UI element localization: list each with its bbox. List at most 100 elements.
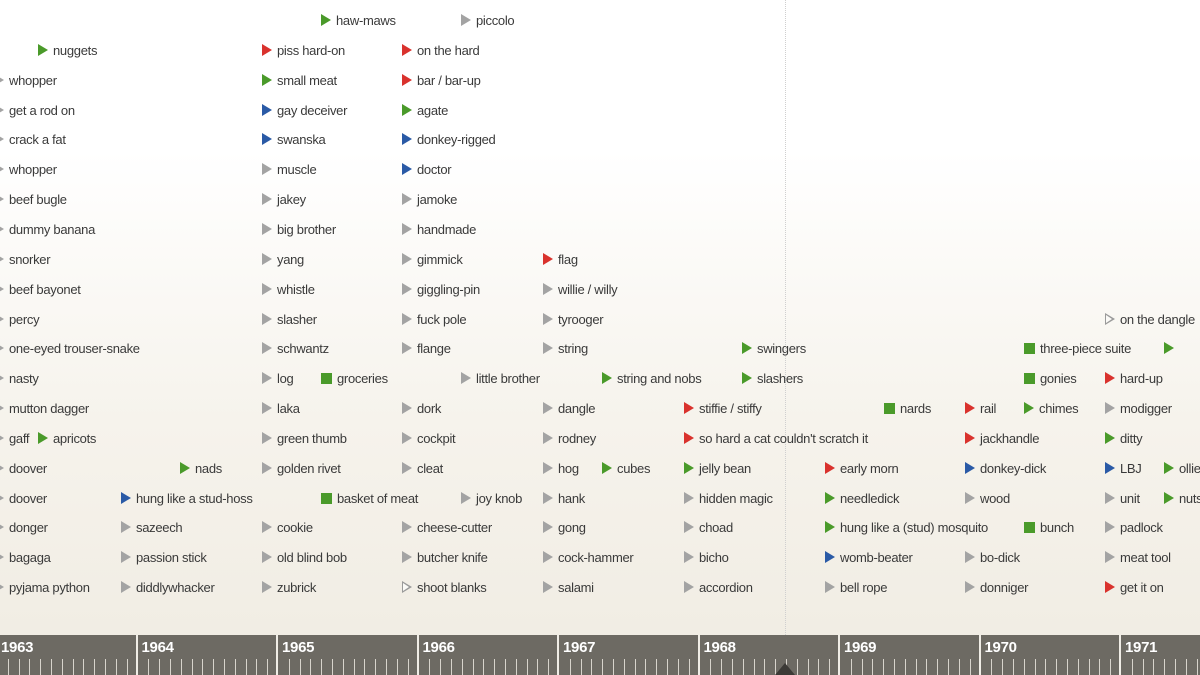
- slang-term[interactable]: donkey-dick: [965, 460, 1046, 478]
- slang-term[interactable]: gay deceiver: [262, 102, 347, 120]
- slang-term[interactable]: beef bugle: [0, 191, 67, 209]
- slang-term[interactable]: slasher: [262, 311, 317, 329]
- slang-term[interactable]: hung like a stud-hoss: [121, 490, 253, 508]
- slang-term[interactable]: bicho: [684, 549, 729, 567]
- slang-term[interactable]: cockpit: [402, 430, 456, 448]
- slang-term[interactable]: little brother: [461, 370, 540, 388]
- slang-term[interactable]: butcher knife: [402, 549, 488, 567]
- slang-term[interactable]: flange: [402, 340, 451, 358]
- slang-term[interactable]: whopper: [0, 161, 57, 179]
- slang-term[interactable]: jelly bean: [684, 460, 751, 478]
- slang-term[interactable]: dork: [402, 400, 441, 418]
- slang-term[interactable]: doover: [0, 490, 47, 508]
- slang-term[interactable]: gong: [543, 519, 586, 537]
- slang-term[interactable]: one-eyed trouser-snake: [0, 340, 140, 358]
- slang-term[interactable]: apricots: [38, 430, 96, 448]
- year-label[interactable]: 1967: [563, 639, 596, 656]
- slang-term[interactable]: bar / bar-up: [402, 72, 481, 90]
- slang-term[interactable]: green thumb: [262, 430, 347, 448]
- slang-term[interactable]: swanska: [262, 131, 326, 149]
- slang-term[interactable]: cubes: [602, 460, 651, 478]
- year-label[interactable]: 1965: [282, 639, 315, 656]
- slang-term[interactable]: cock-hammer: [543, 549, 634, 567]
- slang-term[interactable]: nuts: [1164, 490, 1200, 508]
- slang-term[interactable]: schwantz: [262, 340, 329, 358]
- slang-term[interactable]: crack a fat: [0, 131, 66, 149]
- slang-term[interactable]: dummy banana: [0, 221, 95, 239]
- slang-term[interactable]: doctor: [402, 161, 452, 179]
- slang-term[interactable]: joy knob: [461, 490, 522, 508]
- slang-term[interactable]: donger: [0, 519, 48, 537]
- slang-term[interactable]: agate: [402, 102, 448, 120]
- slang-term[interactable]: ditty: [1105, 430, 1143, 448]
- slang-term[interactable]: hard-up: [1105, 370, 1163, 388]
- timeline-axis[interactable]: 1963 1964 1965 1966 1967 1968 1969 1970 1971: [0, 635, 1200, 675]
- slang-term[interactable]: string: [543, 340, 588, 358]
- slang-term[interactable]: gaff: [0, 430, 30, 448]
- slang-term[interactable]: hog: [543, 460, 579, 478]
- slang-term[interactable]: accordion: [684, 579, 753, 597]
- slang-term[interactable]: gimmick: [402, 251, 463, 269]
- slang-term[interactable]: rodney: [543, 430, 596, 448]
- slang-term[interactable]: bagaga: [0, 549, 51, 567]
- slang-term[interactable]: nads: [180, 460, 222, 478]
- slang-term[interactable]: zubrick: [262, 579, 316, 597]
- slang-term[interactable]: laka: [262, 400, 300, 418]
- slang-term[interactable]: whistle: [262, 281, 315, 299]
- slang-term[interactable]: chimes: [1024, 400, 1079, 418]
- timeline-pointer-handle[interactable]: [775, 663, 795, 675]
- slang-term[interactable]: dangle: [543, 400, 596, 418]
- slang-term[interactable]: womb-beater: [825, 549, 913, 567]
- slang-term[interactable]: padlock: [1105, 519, 1163, 537]
- slang-term[interactable]: sazeech: [121, 519, 183, 537]
- slang-term[interactable]: hidden magic: [684, 490, 773, 508]
- slang-term[interactable]: passion stick: [121, 549, 207, 567]
- slang-term[interactable]: beef bayonet: [0, 281, 81, 299]
- year-label[interactable]: 1964: [141, 639, 174, 656]
- slang-term[interactable]: percy: [0, 311, 40, 329]
- year-label[interactable]: 1968: [703, 639, 736, 656]
- slang-term[interactable]: cleat: [402, 460, 443, 478]
- slang-term[interactable]: small meat: [262, 72, 337, 90]
- slang-term[interactable]: so hard a cat couldn't scratch it: [684, 430, 868, 448]
- year-label[interactable]: 1969: [844, 639, 877, 656]
- slang-term[interactable]: flag: [543, 251, 578, 269]
- slang-term[interactable]: LBJ: [1105, 460, 1142, 478]
- slang-term[interactable]: nards: [884, 400, 931, 418]
- slang-term[interactable]: modigger: [1105, 400, 1172, 418]
- slang-term[interactable]: early morn: [825, 460, 899, 478]
- slang-term[interactable]: snorker: [0, 251, 51, 269]
- slang-term[interactable]: hank: [543, 490, 585, 508]
- slang-term[interactable]: piss hard-on: [262, 42, 345, 60]
- slang-term[interactable]: giggling-pin: [402, 281, 480, 299]
- slang-term[interactable]: gonies: [1024, 370, 1077, 388]
- slang-term[interactable]: yang: [262, 251, 304, 269]
- slang-term[interactable]: big brother: [262, 221, 336, 239]
- slang-term[interactable]: salami: [543, 579, 594, 597]
- slang-term[interactable]: jamoke: [402, 191, 457, 209]
- slang-term[interactable]: bell rope: [825, 579, 887, 597]
- year-label[interactable]: 1963: [1, 639, 34, 656]
- slang-term[interactable]: ollie: [1164, 460, 1200, 478]
- slang-term[interactable]: wood: [965, 490, 1010, 508]
- slang-term[interactable]: nasty: [0, 370, 39, 388]
- slang-term[interactable]: bo-dick: [965, 549, 1020, 567]
- slang-term[interactable]: shoot blanks: [402, 579, 487, 597]
- slang-term[interactable]: unit: [1105, 490, 1140, 508]
- slang-term[interactable]: mutton dagger: [0, 400, 89, 418]
- slang-term[interactable]: on the hard: [402, 42, 480, 60]
- year-label[interactable]: 1970: [984, 639, 1017, 656]
- slang-term[interactable]: meat tool: [1105, 549, 1171, 567]
- slang-term[interactable]: nuggets: [38, 42, 97, 60]
- slang-term[interactable]: jakey: [262, 191, 306, 209]
- slang-term[interactable]: groceries: [321, 370, 388, 388]
- slang-term[interactable]: log: [262, 370, 294, 388]
- slang-term[interactable]: stiffie / stiffy: [684, 400, 762, 418]
- slang-term[interactable]: slashers: [742, 370, 803, 388]
- slang-term[interactable]: whopper: [0, 72, 57, 90]
- slang-term[interactable]: donniger: [965, 579, 1029, 597]
- slang-term[interactable]: doover: [0, 460, 47, 478]
- slang-term[interactable]: basket of meat: [321, 490, 418, 508]
- slang-term[interactable]: bunch: [1024, 519, 1074, 537]
- slang-term[interactable]: needledick: [825, 490, 899, 508]
